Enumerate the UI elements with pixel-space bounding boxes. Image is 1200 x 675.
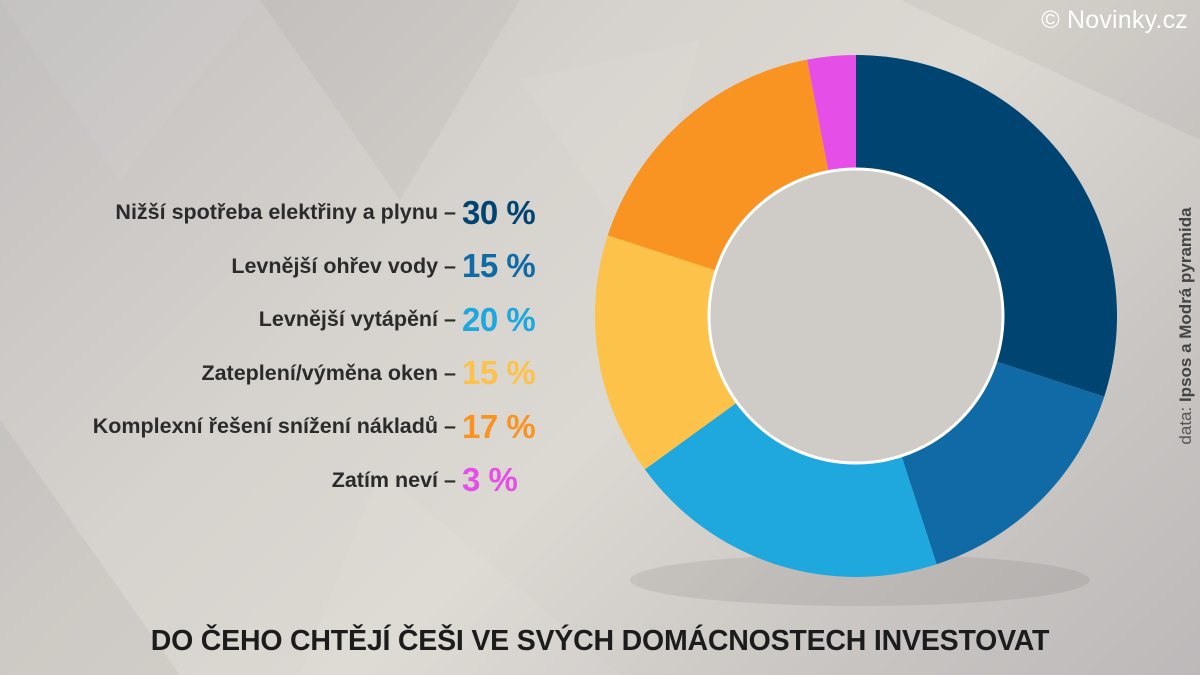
donut-slice	[594, 235, 738, 470]
legend-item: Levnější vytápění –20 %	[0, 293, 560, 347]
legend-item: Komplexní řešení snížení nákladů –17 %	[0, 400, 560, 454]
donut-slice	[807, 55, 856, 172]
legend-label: Zateplení/výměna oken	[201, 360, 439, 385]
legend-item: Zateplení/výměna oken –15 %	[0, 347, 560, 401]
legend-label: Nižší spotřeba elektřiny a plynu	[115, 200, 439, 225]
chart-legend: Nižší spotřeba elektřiny a plynu –30 % Lev…	[0, 186, 560, 507]
legend-dash: –	[444, 414, 456, 439]
legend-value: 15 %	[462, 247, 536, 285]
legend-item: Nižší spotřeba elektřiny a plynu –30 %	[0, 186, 560, 240]
legend-item: Levnější ohřev vody –15 %	[0, 240, 560, 294]
copyright-label: © Novinky.cz	[1041, 6, 1188, 34]
legend-item: Zatím neví –3 %	[0, 454, 560, 508]
donut-slice	[856, 55, 1117, 397]
legend-dash: –	[444, 360, 456, 385]
legend-value: 3 %	[462, 461, 518, 499]
legend-label: Levnější vytápění	[258, 307, 439, 332]
donut-slice	[607, 59, 829, 271]
legend-dash: –	[444, 467, 456, 492]
legend-value: 15 %	[462, 354, 536, 392]
legend-dash: –	[444, 307, 456, 332]
legend-value: 20 %	[462, 300, 536, 338]
chart-title: DO ČEHO CHTĚJÍ ČEŠI VE SVÝCH DOMÁCNOSTEC…	[150, 625, 1050, 657]
legend-value: 17 %	[462, 407, 536, 445]
donut-slice	[901, 361, 1105, 565]
donut-slice	[644, 402, 937, 578]
legend-value: 30 %	[462, 193, 536, 231]
legend-dash: –	[444, 200, 456, 225]
legend-label: Zatím neví	[331, 467, 439, 492]
legend-dash: –	[444, 253, 456, 278]
legend-label: Levnější ohřev vody	[231, 253, 439, 278]
donut-hole	[709, 169, 1003, 463]
legend-label: Komplexní řešení snížení nákladů	[92, 414, 439, 439]
donut-hole-outline	[707, 167, 1005, 465]
